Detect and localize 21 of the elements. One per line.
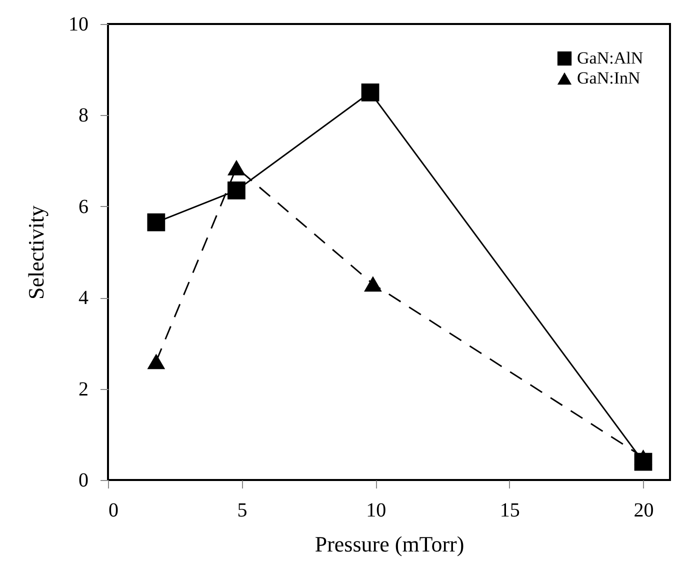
point bbox=[147, 354, 166, 370]
x-tick-label: 15 bbox=[500, 500, 520, 522]
point bbox=[228, 181, 246, 200]
point bbox=[228, 160, 246, 176]
legend-label: GaN:InN bbox=[577, 68, 640, 88]
legend-label: GaN:AlN bbox=[577, 48, 644, 68]
point bbox=[147, 213, 166, 232]
y-tick-label: 4 bbox=[78, 287, 88, 310]
point bbox=[364, 276, 382, 292]
x-tick-label: 0 bbox=[108, 500, 118, 522]
point bbox=[361, 83, 380, 102]
x-axis-title: Pressure (mTorr) bbox=[314, 532, 464, 556]
x-tick-label: 20 bbox=[634, 500, 654, 522]
y-axis-title: Selectivity bbox=[24, 205, 48, 300]
y-tick-label: 2 bbox=[78, 378, 88, 400]
y-tick-label: 10 bbox=[68, 14, 88, 36]
x-tick-label: 5 bbox=[237, 500, 248, 522]
y-tick-label: 6 bbox=[78, 196, 88, 218]
x-tick-label: 10 bbox=[366, 500, 386, 522]
y-tick-label: 0 bbox=[78, 470, 88, 492]
y-tick-label: 8 bbox=[78, 104, 88, 127]
